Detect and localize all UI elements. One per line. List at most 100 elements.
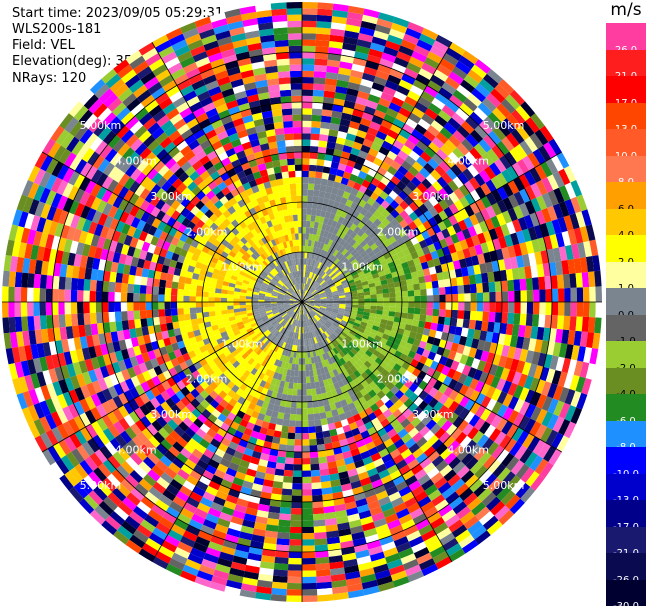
ppi-gate — [215, 297, 221, 302]
ppi-gate — [457, 285, 464, 294]
ppi-gate — [273, 27, 288, 34]
ppi-gate — [302, 545, 315, 552]
ppi-gate — [595, 286, 602, 302]
ppi-gate — [285, 457, 294, 464]
ppi-gate — [302, 146, 310, 152]
ppi-gate — [165, 316, 172, 324]
ppi-gate — [233, 295, 239, 299]
ppi-gate — [302, 377, 306, 383]
ppi-gate — [309, 426, 316, 433]
ppi-gate — [196, 307, 203, 313]
ppi-gate — [293, 471, 302, 477]
ppi-gate — [202, 307, 209, 313]
ppi-gate — [289, 552, 302, 559]
ppi-gate — [71, 314, 78, 326]
ppi-gate — [312, 109, 322, 116]
ppi-gate — [171, 302, 177, 309]
ppi-gate — [302, 102, 312, 109]
ppi-gate — [312, 196, 318, 203]
ppi-gate — [308, 414, 315, 421]
ppi-gate — [401, 291, 408, 297]
ppi-gate — [413, 283, 420, 290]
ppi-gate — [577, 287, 584, 302]
ppi-gate — [158, 294, 164, 302]
ppi-gate — [140, 310, 147, 319]
ppi-gate — [302, 127, 311, 133]
ppi-gate — [40, 275, 47, 289]
ppi-gate — [433, 288, 440, 296]
ppi-gate — [58, 302, 65, 315]
ppi-gate — [278, 526, 290, 533]
ppi-gate — [314, 65, 327, 72]
ppi-gate — [2, 317, 9, 333]
ppi-gate — [464, 293, 470, 302]
ppi-gate — [483, 292, 489, 302]
ppi-gate — [221, 302, 227, 306]
ppi-gate — [319, 462, 328, 469]
ppi-gate — [171, 281, 178, 288]
ppi-gate — [309, 158, 317, 165]
ppi-gate — [320, 122, 330, 129]
ppi-gate — [58, 289, 65, 302]
ppi-gate — [84, 279, 91, 291]
ppi-gate — [302, 40, 316, 47]
ppi-gate — [308, 408, 314, 415]
ppi-gate — [227, 306, 234, 310]
ppi-gate — [190, 302, 196, 308]
ppi-gate — [177, 289, 184, 296]
ppi-gate — [302, 8, 317, 15]
ppi-gate — [287, 209, 293, 216]
ppi-gate — [295, 364, 299, 370]
ppi-gate — [288, 426, 295, 433]
ppi-gate — [305, 364, 309, 370]
ppi-gate — [77, 302, 84, 314]
ppi-gate — [308, 420, 315, 427]
ppi-gate — [310, 445, 318, 452]
ppi-gate — [295, 165, 302, 171]
ppi-gate — [293, 458, 302, 464]
ppi-gate — [321, 179, 328, 186]
ppi-gate — [296, 196, 302, 202]
ppi-gate — [316, 159, 324, 166]
ppi-gate — [282, 178, 289, 185]
ppi-gate — [282, 419, 289, 426]
ppi-gate — [309, 171, 316, 178]
ppi-gate — [246, 299, 252, 302]
ppi-gate — [527, 290, 534, 302]
ppi-gate — [294, 370, 298, 377]
ppi-gate — [280, 159, 288, 166]
ppi-gate — [307, 202, 313, 209]
ppi-gate — [172, 275, 179, 283]
ppi-gate — [90, 302, 97, 313]
ppi-gate — [277, 532, 290, 539]
ppi-gate — [159, 280, 166, 288]
ppi-gate — [184, 314, 191, 321]
ppi-gate — [298, 233, 302, 239]
ppi-gate — [275, 424, 283, 431]
ppi-gate — [295, 421, 302, 427]
ppi-gate — [424, 275, 431, 283]
ppi-gate — [294, 221, 299, 228]
ppi-gate — [227, 302, 233, 306]
ppi-gate — [273, 430, 281, 437]
ppi-gate — [314, 59, 327, 66]
ppi-gate — [279, 84, 291, 91]
ppi-gate — [302, 402, 308, 408]
ppi-gate — [389, 297, 395, 302]
ppi-gate — [317, 588, 333, 595]
ppi-gate — [318, 140, 327, 147]
ppi-gate — [302, 227, 306, 233]
ppi-gate — [316, 438, 324, 445]
ppi-gate — [308, 190, 314, 197]
ppi-gate — [414, 296, 420, 302]
ppi-gate — [508, 291, 515, 302]
ppi-gate — [475, 274, 482, 284]
ppi-gate — [302, 371, 306, 377]
ppi-gate — [183, 308, 190, 315]
ppi-gate — [277, 65, 290, 72]
ppi-gate — [302, 140, 311, 146]
ppi-gate — [27, 288, 34, 302]
ppi-gate — [439, 294, 445, 302]
ppi-gate — [272, 487, 283, 494]
ppi-gate — [311, 115, 321, 122]
